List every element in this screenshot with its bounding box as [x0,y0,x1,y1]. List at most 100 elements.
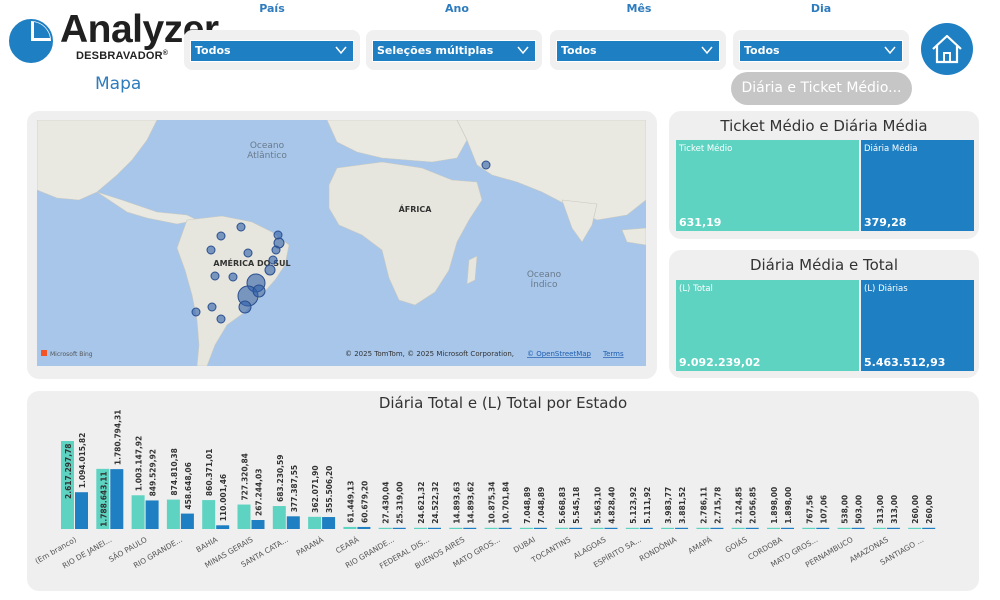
bar-diaria-total[interactable] [731,527,745,529]
bar-l-total[interactable] [145,500,159,529]
bar-l-total[interactable] [357,526,371,529]
bar-value-label: 27.430,04 [382,482,391,524]
bar-diaria-total[interactable] [484,527,498,529]
bar-diaria-total[interactable] [908,527,922,529]
bar-l-total[interactable] [216,525,230,529]
bar-diaria-total[interactable] [96,468,110,529]
bar-diaria-total[interactable] [837,527,851,529]
tile-value: 9.092.239,02 [679,356,761,369]
bar-l-total[interactable] [286,516,300,529]
map-bubble[interactable] [191,307,201,317]
bar-diaria-total[interactable] [519,527,533,529]
bar-diaria-total[interactable] [802,527,816,529]
bar-diaria-total[interactable] [590,527,604,529]
bar-l-total[interactable] [675,527,689,529]
filter-select-ano[interactable]: Seleções múltiplas [372,40,536,62]
bar-diaria-total[interactable] [166,499,180,529]
tile-value: 631,19 [679,216,722,229]
map-bubble[interactable] [216,231,226,241]
map-bing-label: Microsoft Bing [50,351,93,358]
bar-l-total[interactable] [745,527,759,529]
tile-ticket-medio[interactable]: Ticket Médio 631,19 [676,140,859,231]
tile-label: (L) Total [679,284,713,294]
bar-l-total[interactable] [110,469,124,529]
bar-l-total[interactable] [428,527,441,529]
southern-ocean [477,342,646,366]
bar-diaria-total[interactable] [308,516,322,529]
bar-diaria-total[interactable] [202,500,216,529]
map-view[interactable]: Oceano Atlântico ÁFRICA AMÉRICA DO SUL Oc… [37,120,646,366]
bar-l-total[interactable] [392,527,406,529]
bar-diaria-total[interactable] [343,526,357,529]
map-bubble[interactable] [268,255,278,265]
bar-l-total[interactable] [322,517,336,529]
bar-diaria-total[interactable] [696,527,710,529]
bar-l-total[interactable] [604,527,618,529]
bar-l-total[interactable] [251,520,265,529]
bar-diaria-total[interactable] [237,504,251,529]
bar-diaria-total[interactable] [661,527,675,529]
map-bubble[interactable] [238,300,252,314]
map-bubble[interactable] [252,284,266,298]
tile-l-diarias[interactable]: (L) Diárias 5.463.512,93 [861,280,974,371]
bar-value-label: 5.111,92 [643,487,652,524]
filter-select-dia[interactable]: Todos [739,40,903,62]
bar-value-label: 860.371,01 [205,449,214,496]
bar-diaria-total[interactable] [378,527,392,529]
bar-diaria-total[interactable] [449,527,463,529]
map-bubble[interactable] [243,248,253,258]
map-bubble[interactable] [207,302,217,312]
bar-diaria-total[interactable] [61,441,74,529]
india-land [561,199,598,243]
bar-diaria-total[interactable] [555,527,569,529]
bar-l-total[interactable] [710,527,724,529]
map-bubble[interactable] [210,271,220,281]
bar-value-label: 10.875,34 [488,482,497,524]
filter-label-dia: Dia [810,2,832,15]
bar-diaria-total[interactable] [872,527,886,529]
bar-l-total[interactable] [569,527,583,529]
bar-value-label: 10.701,84 [502,482,511,524]
bar-l-total[interactable] [922,527,936,529]
bar-l-total[interactable] [533,527,547,529]
bar-diaria-total[interactable] [131,495,145,529]
bar-l-total[interactable] [75,492,88,529]
bar-l-total[interactable] [639,527,653,529]
bar-diaria-total[interactable] [414,527,427,529]
map-panel: Oceano Atlântico ÁFRICA AMÉRICA DO SUL Oc… [27,111,657,379]
map-bubble[interactable] [216,314,226,324]
map-osm-link[interactable]: © OpenStreetMap [527,350,592,358]
bar-diaria-total[interactable] [625,527,639,529]
bar-l-total[interactable] [851,527,865,529]
bar-l-total[interactable] [180,513,194,529]
filter-select-mes[interactable]: Todos [556,40,720,62]
bar-value-label: 1.898,00 [784,487,793,524]
tile-diaria-media[interactable]: Diária Média 379,28 [861,140,974,231]
filter-select-pais[interactable]: Todos [190,40,354,62]
bar-l-total[interactable] [463,527,477,529]
tile-value: 379,28 [864,216,907,229]
category-label: GOIÁS [724,535,749,555]
map-bubble[interactable] [481,160,491,170]
map-terms-link[interactable]: Terms [602,350,624,358]
bar-value-label: 14.893,62 [466,482,475,524]
map-bubble[interactable] [236,222,246,232]
map-bubble[interactable] [206,245,216,255]
home-button[interactable] [921,23,973,75]
map-bubble[interactable] [271,245,281,255]
nav-button-diaria-ticket[interactable]: Diária e Ticket Médio... [731,72,912,105]
bar-diaria-total[interactable] [767,527,780,529]
bar-diaria-total[interactable] [272,506,286,529]
tile-l-total[interactable]: (L) Total 9.092.239,02 [676,280,859,371]
bar-value-label: 377.387,55 [290,465,299,512]
map-bubble[interactable] [264,264,276,276]
bar-l-total[interactable] [781,527,794,529]
home-icon [932,34,962,64]
bar-l-total[interactable] [886,527,900,529]
map-bubble[interactable] [228,272,238,282]
bar-value-label: 355.506,20 [325,466,334,513]
bar-value-label: 110.001,46 [219,474,228,521]
bar-l-total[interactable] [816,527,830,529]
map-bubbles [191,160,491,324]
bar-l-total[interactable] [498,527,512,529]
